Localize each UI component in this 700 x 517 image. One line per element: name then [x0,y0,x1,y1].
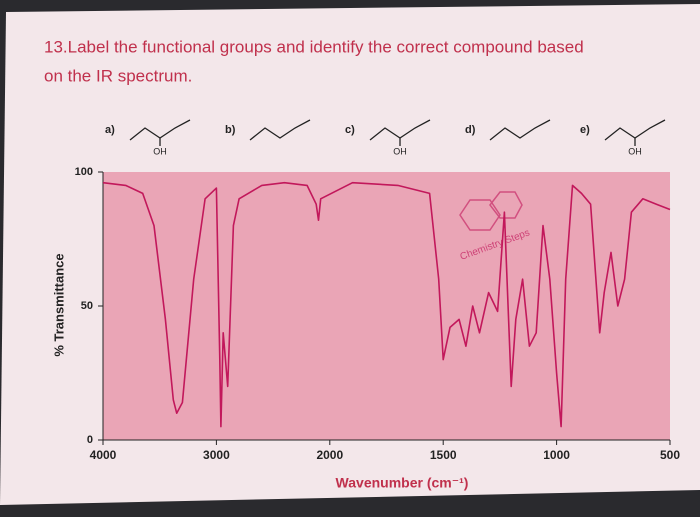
option-label: b) [225,124,236,136]
y-tick-label: 100 [75,166,93,178]
x-tick-label: 4000 [90,448,117,462]
substituent-label: OH [153,146,167,156]
question-line: on the IR spectrum. [44,66,192,85]
skeletal-structure [249,119,311,141]
question-line: 13.Label the functional groups and ident… [44,37,584,56]
option-label: d) [465,124,476,136]
x-tick-label: 500 [660,448,680,462]
skeletal-structure [489,119,551,141]
substituent-label: OH [393,146,407,156]
x-axis-label: Wavenumber (cm⁻¹) [336,475,469,491]
y-axis-label: % Transmittance [51,253,66,356]
option-label: e) [580,124,590,136]
watermark-logo [459,191,523,231]
x-tick-label: 3000 [203,448,230,462]
x-tick-label: 1500 [430,448,457,462]
x-tick-label: 2000 [316,448,343,462]
substituent-label: OH [628,146,642,156]
option-label: c) [345,124,355,136]
spectrum-line [102,181,671,428]
y-tick-label: 50 [81,300,93,312]
x-tick-label: 1000 [543,448,570,462]
plot-area [103,172,670,440]
option-label: a) [105,124,115,136]
y-tick-label: 0 [87,434,93,446]
